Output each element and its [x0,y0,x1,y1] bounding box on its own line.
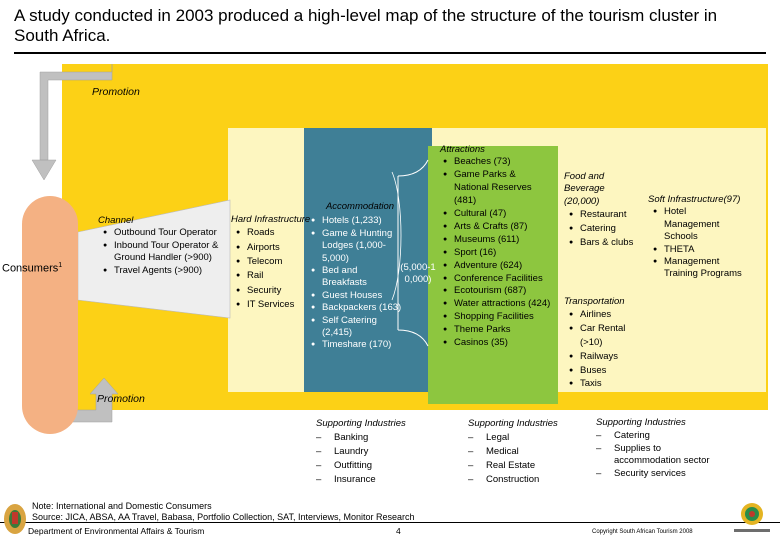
note-text: Note: International and Domestic Consume… [32,501,212,511]
consumers-shape [22,196,78,434]
accommodation-item: Bed and Breakfasts [310,265,380,290]
attractions-item: Water attractions (424) [442,298,560,311]
accommodation-total: (5,000-10,000) [400,262,436,286]
soft-infrastructure-item: THETA [652,244,766,257]
accommodation-section: Accommodation Hotels (1,233) Game & Hunt… [310,201,410,352]
supporting-industries-2: Supporting Industries Legal Medical Real… [468,417,578,487]
accommodation-item: Game & Hunting Lodges (1,000-5,000) [310,228,406,265]
food-beverage-item: Restaurant [568,208,654,222]
page-number: 4 [396,526,401,536]
transportation-item: Buses [568,364,654,378]
transportation-item: Taxis [568,377,654,391]
coat-of-arms-logo [4,504,26,534]
supporting-industries-heading: Supporting Industries [316,418,406,429]
supporting-industries-item: Medical [468,445,578,459]
supporting-industries-item: Real Estate [468,459,578,473]
accommodation-item: Backpackers (163) [310,302,410,315]
attractions-item: Ecotourism (687) [442,285,560,298]
supporting-industries-item: Insurance [316,473,426,487]
channel-item: Outbound Tour Operator [102,227,222,240]
promotion-arrow-top [31,64,113,181]
attractions-item: Game Parks & National Reserves (481) [442,169,550,208]
transportation-heading: Transportation [564,296,625,307]
food-beverage-heading: Food and Beverage (20,000) [564,171,605,207]
channel-item: Travel Agents (>900) [102,265,222,278]
attractions-item: Conference Facilities [442,273,560,286]
promotion-label-top: Promotion [92,86,140,98]
food-beverage-section: Food and Beverage (20,000) Restaurant Ca… [564,171,654,250]
attractions-item: Theme Parks [442,324,560,337]
soft-infrastructure-heading: Soft Infrastructure(97) [648,194,741,205]
channel-section: Channel Outbound Tour Operator Inbound T… [98,215,222,277]
hard-infrastructure-item: Telecom [235,255,310,270]
supporting-industries-heading: Supporting Industries [596,417,686,428]
south-african-tourism-logo [734,503,770,532]
attractions-item: Shopping Facilities [442,311,560,324]
supporting-industries-item: Construction [468,473,578,487]
supporting-industries-item: Banking [316,431,426,445]
page-title: A study conducted in 2003 produced a hig… [14,6,718,45]
attractions-item: Adventure (624) [442,260,560,273]
hard-infrastructure-section: Hard Infrastructure Roads Airports Telec… [231,214,310,312]
copyright-text: Copyright South African Tourism 2008 [592,529,693,535]
hard-infrastructure-item: Roads [235,226,310,241]
attractions-item: Cultural (47) [442,208,560,221]
accommodation-item: Hotels (1,233) [310,215,410,228]
attractions-section: Attractions Beaches (73) Game Parks & Na… [440,144,560,350]
channel-item: Inbound Tour Operator & Ground Handler (… [102,240,222,265]
consumers-label: Consumers1 [2,262,62,275]
soft-infrastructure-item: Hotel Management Schools [652,206,736,243]
department-name: Department of Environmental Affairs & To… [28,526,205,536]
supporting-industries-item: Laundry [316,445,426,459]
transportation-item: Car Rental (>10) [568,322,644,350]
accommodation-heading: Accommodation [325,201,395,212]
attractions-item: Museums (611) [442,234,560,247]
hard-infrastructure-item: Rail [235,269,310,284]
supporting-industries-item: Legal [468,431,578,445]
supporting-industries-item: Outfitting [316,459,426,473]
supporting-industries-3: Supporting Industries Catering Supplies … [596,417,736,481]
attractions-item: Sport (16) [442,247,560,260]
channel-heading: Channel [98,215,134,226]
footer-divider [0,522,780,523]
supporting-industries-heading: Supporting Industries [468,418,558,429]
food-beverage-item: Bars & clubs [568,236,654,250]
hard-infrastructure-heading: Hard Infrastructure [231,214,311,225]
title-divider [14,52,766,54]
soft-infrastructure-item: Management Training Programs [652,256,752,281]
supporting-industries-item: Security services [596,468,736,481]
attractions-heading: Attractions [440,144,485,155]
source-text: Source: JICA, ABSA, AA Travel, Babasa, P… [32,512,415,522]
soft-infrastructure-section: Soft Infrastructure(97) Hotel Management… [648,194,766,281]
food-beverage-item: Catering [568,222,654,236]
transportation-item: Railways [568,350,654,364]
accommodation-item: Self Catering (2,415) [310,315,386,340]
accommodation-item: Timeshare (170) [310,339,410,352]
consumers-footnote-mark: 1 [58,262,63,269]
consumers-text: Consumers [2,262,59,275]
supporting-industries-1: Supporting Industries Banking Laundry Ou… [316,417,426,487]
attractions-item: Arts & Crafts (87) [442,221,560,234]
hard-infrastructure-item: Security [235,284,310,299]
attractions-item: Beaches (73) [442,156,560,169]
hard-infrastructure-item: Airports [235,241,310,256]
supporting-industries-item: Catering [596,430,736,443]
transportation-section: Transportation Airlines Car Rental (>10)… [564,296,654,391]
transportation-item: Airlines [568,308,654,322]
promotion-label-bottom: Promotion [97,393,145,405]
supporting-industries-item: Supplies to accommodation sector [596,443,726,469]
hard-infrastructure-item: IT Services [235,298,310,313]
attractions-item: Casinos (35) [442,337,560,350]
accommodation-item: Guest Houses [310,290,410,303]
